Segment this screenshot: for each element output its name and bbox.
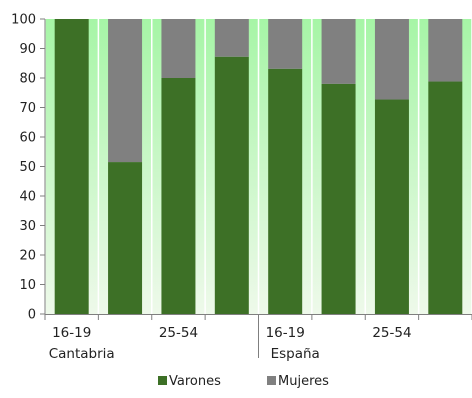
x-tick-labels: 16-19 25-54 16-19 25-54	[52, 325, 411, 341]
bar-varones	[321, 83, 356, 315]
legend: Varones Mujeres	[158, 374, 329, 389]
bars	[54, 19, 463, 315]
bar-varones	[108, 162, 143, 314]
y-tick-label: 0	[28, 308, 36, 323]
bar-mujeres	[428, 19, 463, 82]
group-labels: Cantabria España	[49, 346, 320, 362]
bar-varones	[428, 81, 463, 314]
bar-varones	[268, 68, 303, 314]
y-tick-label: 90	[19, 42, 36, 57]
y-tick-label: 50	[19, 160, 36, 175]
y-tick-label: 10	[19, 278, 36, 293]
bar-mujeres	[108, 19, 143, 163]
x-tick-label: 25-54	[372, 325, 411, 341]
group-label: España	[271, 346, 320, 362]
y-tick-label: 100	[11, 13, 36, 28]
bar-mujeres	[268, 19, 303, 69]
legend-swatch-varones	[158, 376, 167, 385]
y-tick-label: 70	[19, 101, 36, 116]
legend-label-mujeres: Mujeres	[278, 374, 329, 389]
legend-swatch-mujeres	[267, 376, 276, 385]
x-tick-label: 16-19	[266, 325, 305, 341]
x-tick-label: 25-54	[159, 325, 198, 341]
axes	[40, 18, 472, 358]
bar-mujeres	[214, 19, 249, 57]
bar-varones	[374, 99, 409, 314]
y-tick-label: 80	[19, 72, 36, 87]
bar-varones	[54, 19, 89, 314]
group-label: Cantabria	[49, 346, 115, 362]
bar-mujeres	[374, 19, 409, 100]
bar-mujeres	[321, 19, 356, 84]
bar-varones	[161, 78, 196, 314]
legend-label-varones: Varones	[169, 374, 221, 389]
y-tick-label: 40	[19, 190, 36, 205]
y-tick-label: 20	[19, 249, 36, 264]
x-tick-label: 16-19	[52, 325, 91, 341]
bar-mujeres	[161, 19, 196, 78]
bar-varones	[214, 56, 249, 314]
y-tick-label: 60	[19, 131, 36, 146]
y-tick-labels: 0 10 20 30 40 50 60 70 80 90 100	[11, 13, 36, 323]
y-tick-label: 30	[19, 219, 36, 234]
